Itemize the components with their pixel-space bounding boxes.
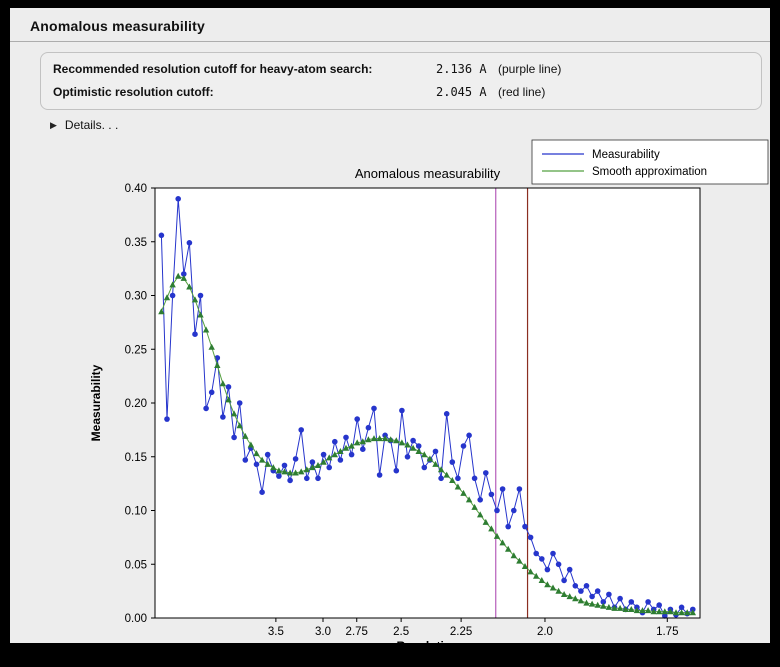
recommended-cutoff-label: Recommended resolution cutoff for heavy-… — [53, 62, 373, 76]
page-title: Anomalous measurability — [30, 18, 205, 34]
x-tick-label: 2.25 — [450, 626, 472, 638]
recommended-cutoff-row: Recommended resolution cutoff for heavy-… — [41, 62, 761, 78]
plot-background — [155, 188, 700, 618]
y-axis-ticks — [151, 187, 155, 619]
chart-legend: Measurability Smooth approximation — [531, 139, 769, 185]
y-tick-label: 0.35 — [125, 237, 147, 249]
x-tick-label: 2.5 — [393, 626, 409, 638]
anomalous-measurability-panel: Anomalous measurability Recommended reso… — [10, 8, 770, 653]
y-tick-label: 0.25 — [125, 344, 147, 356]
x-tick-label: 3.5 — [268, 626, 284, 638]
chart-area: 0.00 0.05 0.10 0.15 0.20 0.25 0.30 0.35 0.40 3.5 3… — [80, 126, 770, 653]
y-tick-label: 0.00 — [125, 613, 147, 625]
legend-entry-label: Smooth approximation — [592, 166, 707, 178]
chart-svg: 0.00 0.05 0.10 0.15 0.20 0.25 0.30 0.35 0.40 3.5 3… — [89, 139, 769, 653]
y-tick-label: 0.40 — [125, 183, 147, 195]
recommended-cutoff-value: 2.136 A — [436, 62, 487, 76]
disclosure-triangle-icon: ▶ — [50, 120, 57, 130]
details-label: Details. . . — [64, 118, 119, 132]
optimistic-cutoff-value: 2.045 A — [436, 85, 487, 99]
y-axis-label: Measurability — [89, 364, 103, 441]
smooth-approximation-series — [158, 272, 696, 616]
y-tick-label: 0.30 — [125, 291, 147, 303]
chart-title: Anomalous measurability — [355, 166, 501, 181]
details-toggle[interactable]: ▶ Details. . . — [50, 118, 118, 132]
resolution-cutoff-info-panel: Recommended resolution cutoff for heavy-… — [40, 52, 762, 110]
header-separator — [10, 41, 770, 42]
x-tick-label: 2.75 — [346, 626, 368, 638]
optimistic-cutoff-label: Optimistic resolution cutoff: — [53, 85, 214, 99]
legend-entry-label: Measurability — [592, 149, 660, 161]
optimistic-cutoff-row: Optimistic resolution cutoff: 2.045 A (r… — [41, 85, 761, 101]
x-axis-label: Resolution — [397, 639, 459, 651]
recommended-cutoff-note: (purple line) — [498, 62, 562, 76]
x-tick-label: 3.0 — [315, 626, 331, 638]
y-tick-label: 0.10 — [125, 506, 147, 518]
x-axis-ticks — [275, 618, 668, 622]
x-tick-label: 1.75 — [656, 626, 678, 638]
y-tick-label: 0.20 — [125, 398, 147, 410]
optimistic-cutoff-note: (red line) — [498, 85, 546, 99]
x-tick-label: 2.0 — [537, 626, 553, 638]
y-tick-label: 0.15 — [125, 452, 147, 464]
y-tick-label: 0.05 — [125, 559, 147, 571]
